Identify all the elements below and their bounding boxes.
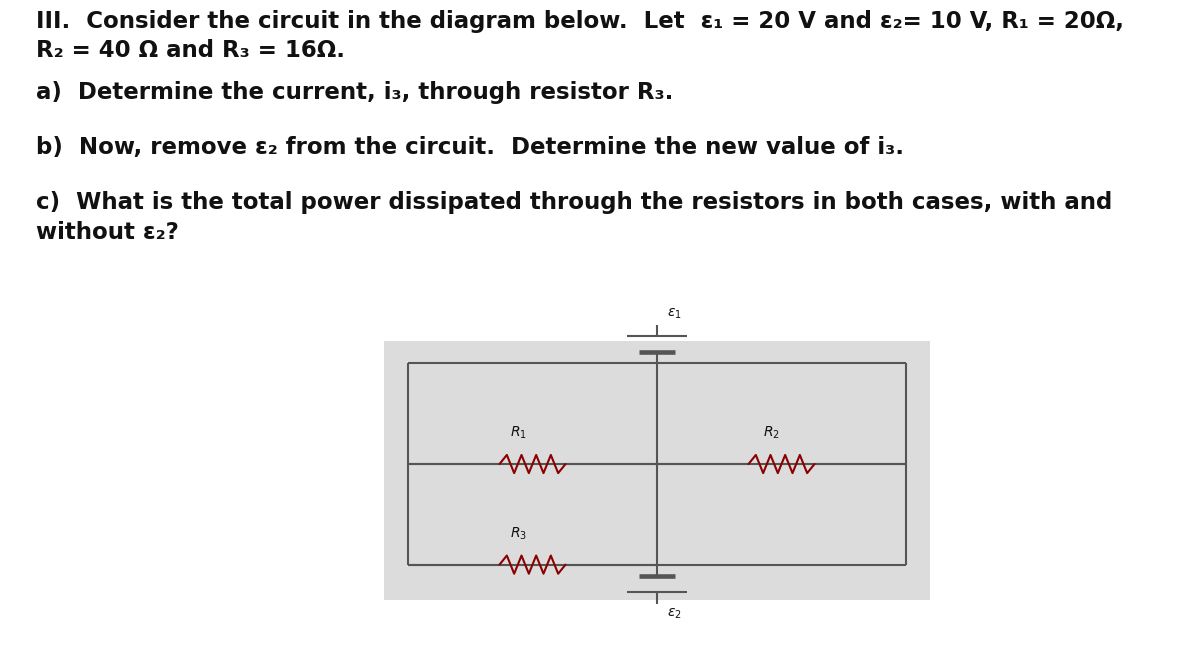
Text: without ε₂?: without ε₂? <box>36 221 179 243</box>
Text: III.  Consider the circuit in the diagram below.  Let  ε₁ = 20 V and ε₂= 10 V, R: III. Consider the circuit in the diagram… <box>36 10 1124 32</box>
Text: a)  Determine the current, i₃, through resistor R₃.: a) Determine the current, i₃, through re… <box>36 81 673 104</box>
Text: b)  Now, remove ε₂ from the circuit.  Determine the new value of i₃.: b) Now, remove ε₂ from the circuit. Dete… <box>36 136 904 159</box>
Text: R₂ = 40 Ω and R₃ = 16Ω.: R₂ = 40 Ω and R₃ = 16Ω. <box>36 39 346 62</box>
Text: $R_1$: $R_1$ <box>510 425 527 441</box>
Text: $R_2$: $R_2$ <box>763 425 780 441</box>
Bar <box>384 341 930 600</box>
Text: c)  What is the total power dissipated through the resistors in both cases, with: c) What is the total power dissipated th… <box>36 191 1112 214</box>
Text: $\varepsilon_1$: $\varepsilon_1$ <box>667 307 682 321</box>
Text: $R_3$: $R_3$ <box>510 526 527 542</box>
Text: $\varepsilon_2$: $\varepsilon_2$ <box>667 607 682 621</box>
